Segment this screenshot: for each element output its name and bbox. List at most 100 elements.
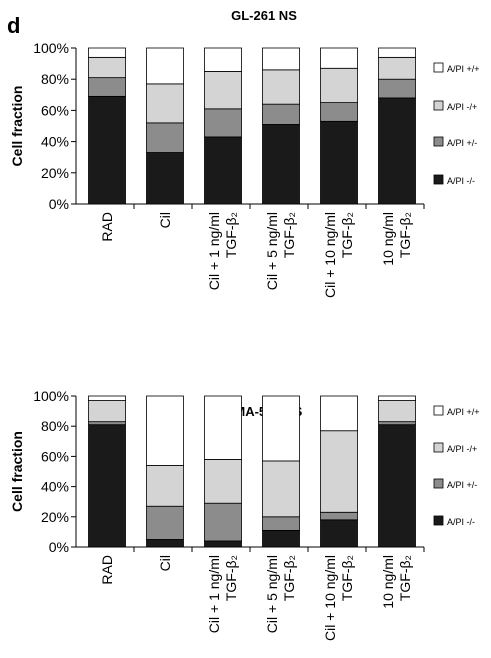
x-tick-label: 10 ng/mlTGF-β₂ — [380, 555, 413, 609]
y-axis-label: Cell fraction — [9, 86, 25, 167]
bar-segment — [378, 421, 416, 426]
x-tick-label-line: Cil — [157, 555, 173, 571]
x-tick-label: RAD — [99, 212, 115, 242]
bar-segment — [262, 69, 300, 105]
bar-segment — [88, 95, 126, 205]
bar-segment — [88, 421, 126, 426]
bar-segment — [262, 460, 300, 518]
x-tick-label-line: TGF-β₂ — [397, 555, 413, 601]
bar-segment — [262, 395, 300, 462]
bar-segment — [204, 502, 242, 542]
bar-segment — [204, 136, 242, 205]
legend-swatch — [433, 62, 444, 73]
bar-segment — [146, 152, 184, 205]
y-tick-label: 20% — [41, 165, 69, 181]
bar-segment — [378, 78, 416, 99]
bar-segment — [88, 400, 126, 423]
bar-segment — [320, 120, 358, 205]
y-tick-label: 60% — [41, 448, 69, 464]
x-tick-label-line: 10 ng/ml — [380, 212, 396, 266]
chart-title: GL-261 NS — [231, 8, 297, 23]
bar-segment — [88, 424, 126, 548]
x-tick-label-line: TGF-β₂ — [397, 212, 413, 258]
y-tick-label: 100% — [33, 388, 69, 404]
x-tick-label: Cil + 1 ng/mlTGF-β₂ — [206, 212, 239, 290]
bar-segment — [88, 56, 126, 79]
chart-0: GL-261 NS Cell fraction 0% 20% 40% 60% 80% 100%… — [9, 8, 480, 298]
bar-segment — [262, 47, 300, 71]
bar-segment — [146, 395, 184, 466]
y-tick-label: 100% — [33, 40, 69, 56]
legend-swatch — [433, 405, 444, 416]
legend-label: A/PI +/+ — [447, 64, 480, 74]
bar-segment — [320, 519, 358, 548]
x-tick-label: Cil + 5 ng/mlTGF-β₂ — [264, 212, 297, 290]
legend-label: A/PI -/+ — [447, 102, 477, 112]
bar-segment — [378, 400, 416, 423]
y-tick-label: 0% — [49, 196, 69, 212]
panel-label: d — [7, 13, 20, 38]
bar-segment — [146, 83, 184, 124]
bar-segment — [320, 430, 358, 513]
y-tick-label: 0% — [49, 539, 69, 555]
bar-segment — [320, 511, 358, 521]
x-tick-label-line: Cil + 10 ng/ml — [322, 212, 338, 298]
y-tick-label: 80% — [41, 71, 69, 87]
legend-swatch — [433, 442, 444, 453]
x-tick-label-line: RAD — [99, 555, 115, 585]
bar-segment — [204, 459, 242, 504]
x-tick-label: Cil + 10 ng/mlTGF-β₂ — [322, 212, 355, 298]
bar-segment — [88, 395, 126, 401]
x-tick-label-line: TGF-β₂ — [339, 212, 355, 258]
legend-swatch — [433, 515, 444, 526]
x-tick-label-line: TGF-β₂ — [281, 555, 297, 601]
bar-segment — [204, 47, 242, 72]
y-tick-label: 80% — [41, 418, 69, 434]
bar-segment — [88, 47, 126, 58]
bar-segment — [146, 47, 184, 85]
bar-segment — [204, 540, 242, 548]
legend-label: A/PI +/- — [447, 480, 477, 490]
legend-swatch — [433, 174, 444, 185]
x-tick-label-line: TGF-β₂ — [223, 212, 239, 258]
x-tick-label-line: Cil + 5 ng/ml — [264, 212, 280, 290]
x-tick-label-line: Cil + 5 ng/ml — [264, 555, 280, 633]
bar-segment — [146, 465, 184, 507]
bar-segment — [204, 71, 242, 110]
x-tick-label-line: RAD — [99, 212, 115, 242]
y-tick-label: 20% — [41, 509, 69, 525]
bar-segment — [146, 122, 184, 153]
x-tick-label: RAD — [99, 555, 115, 585]
x-tick-label: Cil + 10 ng/mlTGF-β₂ — [322, 555, 355, 641]
x-tick-label: Cil + 5 ng/mlTGF-β₂ — [264, 555, 297, 633]
x-tick-label-line: Cil + 10 ng/ml — [322, 555, 338, 641]
x-tick-label-line: Cil + 1 ng/ml — [206, 555, 222, 633]
x-tick-label: 10 ng/mlTGF-β₂ — [380, 212, 413, 266]
legend-swatch — [433, 136, 444, 147]
bar-segment — [146, 539, 184, 548]
y-tick-label: 40% — [41, 479, 69, 495]
legend-label: A/PI -/- — [447, 517, 475, 527]
legend-label: A/PI +/+ — [447, 407, 480, 417]
x-tick-label: Cil — [157, 555, 173, 571]
bar-segment — [204, 395, 242, 460]
x-tick-label: Cil — [157, 212, 173, 228]
x-tick-label: Cil + 1 ng/mlTGF-β₂ — [206, 555, 239, 633]
x-tick-label-line: Cil + 1 ng/ml — [206, 212, 222, 290]
bar-segment — [320, 47, 358, 69]
bar-segment — [262, 103, 300, 125]
bar-segment — [378, 56, 416, 80]
bar-segment — [378, 47, 416, 58]
legend-swatch — [433, 478, 444, 489]
bar-segment — [378, 97, 416, 205]
bar-segment — [320, 395, 358, 432]
x-tick-label-line: 10 ng/ml — [380, 555, 396, 609]
y-tick-label: 60% — [41, 102, 69, 118]
x-tick-label-line: TGF-β₂ — [223, 555, 239, 601]
x-tick-label-line: Cil — [157, 212, 173, 228]
bar-segment — [88, 77, 126, 97]
bar-segment — [320, 67, 358, 103]
bar-segment — [378, 395, 416, 401]
